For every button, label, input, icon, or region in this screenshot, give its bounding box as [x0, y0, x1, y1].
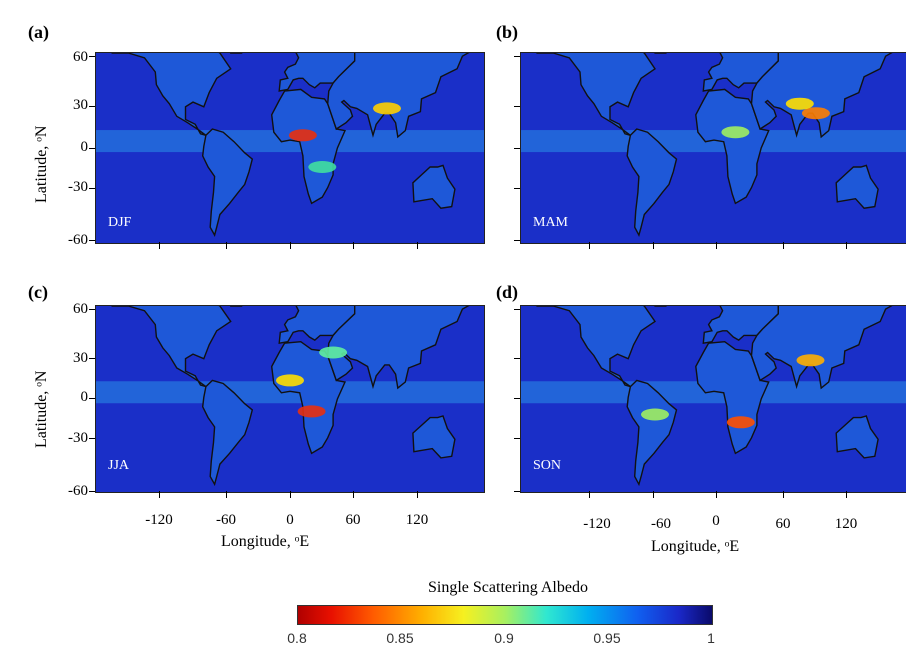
x-tick: [226, 491, 227, 498]
colorbar-label: 1: [707, 630, 715, 646]
y-tick: [89, 188, 95, 189]
colorbar-label: 0.9: [494, 630, 514, 646]
y-tick: [514, 398, 520, 399]
x-tick-label: -120: [583, 516, 611, 532]
map-panel-b: MAM: [520, 52, 906, 244]
y-tick-label: -30: [68, 430, 88, 446]
y-tick: [89, 240, 95, 241]
map-panel-a: DJF: [95, 52, 485, 244]
season-label-b: MAM: [533, 215, 569, 230]
y-axis-title-bottom: Latitude, ᵒN: [33, 370, 50, 448]
map-panel-d: SON: [520, 305, 906, 493]
y-tick: [89, 438, 95, 439]
colorbar-title: Single Scattering Albedo: [428, 579, 588, 596]
colorbar-label: 0.95: [593, 630, 621, 646]
x-tick: [290, 242, 291, 249]
y-tick: [514, 491, 520, 492]
y-tick: [514, 56, 520, 57]
y-tick: [89, 491, 95, 492]
y-tick: [514, 438, 520, 439]
season-label-a: DJF: [108, 215, 132, 230]
y-tick-label: 60: [73, 49, 88, 65]
x-tick: [716, 242, 717, 249]
colorbar-label: 0.85: [386, 630, 414, 646]
x-tick: [589, 242, 590, 249]
x-tick-label: 60: [775, 516, 791, 532]
y-tick-label: 30: [73, 350, 88, 366]
y-tick-label: 60: [73, 301, 88, 317]
x-tick: [226, 242, 227, 249]
map-a-svg: [96, 53, 484, 243]
colorbar-label: 0.8: [287, 630, 307, 646]
map-panel-c: JJA: [95, 305, 485, 493]
y-tick-label: -30: [68, 179, 88, 195]
y-tick-label: 30: [73, 97, 88, 113]
y-tick: [89, 148, 95, 149]
x-tick-label: -60: [216, 512, 236, 528]
panel-b-letter: (b): [496, 22, 518, 42]
x-tick: [716, 491, 717, 498]
panel-a-letter: (a): [28, 22, 49, 42]
x-tick: [653, 491, 654, 498]
y-tick-label: -60: [68, 232, 88, 248]
x-tick: [846, 491, 847, 498]
x-tick: [290, 491, 291, 498]
y-tick: [89, 398, 95, 399]
x-axis-title-right: Longitude, ᵒE: [651, 538, 740, 555]
y-tick-label: -60: [68, 483, 88, 499]
map-b-svg: [521, 53, 906, 243]
y-tick: [514, 106, 520, 107]
x-tick: [353, 491, 354, 498]
x-tick: [783, 242, 784, 249]
x-tick-label: 120: [405, 512, 429, 528]
y-tick: [514, 309, 520, 310]
y-tick: [514, 358, 520, 359]
map-c-svg: [96, 306, 484, 492]
x-tick: [417, 242, 418, 249]
y-tick: [514, 188, 520, 189]
map-d-svg: [521, 306, 906, 492]
y-tick: [89, 106, 95, 107]
panel-d-letter: (d): [496, 282, 518, 302]
x-tick-label: 60: [345, 512, 361, 528]
x-axis-title-left: Longitude, ᵒE: [221, 533, 310, 550]
x-tick-label: 120: [834, 516, 858, 532]
y-tick: [514, 240, 520, 241]
x-tick: [653, 242, 654, 249]
x-tick-label: 0: [712, 513, 720, 529]
x-tick: [353, 242, 354, 249]
x-tick-label: -60: [651, 516, 671, 532]
season-label-c: JJA: [108, 458, 130, 473]
x-tick: [846, 242, 847, 249]
y-axis-title-top: Latitude, ᵒN: [33, 125, 50, 203]
y-tick: [89, 358, 95, 359]
y-tick: [89, 56, 95, 57]
x-tick: [159, 491, 160, 498]
x-tick-label: 0: [286, 512, 294, 528]
y-tick-label: 0: [80, 139, 89, 155]
x-tick: [159, 242, 160, 249]
x-tick-label: -120: [145, 512, 173, 528]
colorbar: [297, 605, 713, 625]
x-tick: [783, 491, 784, 498]
y-tick-label: 0: [80, 389, 89, 405]
x-tick: [417, 491, 418, 498]
x-tick: [589, 491, 590, 498]
season-label-d: SON: [533, 458, 562, 473]
y-tick: [89, 309, 95, 310]
y-tick: [514, 148, 520, 149]
panel-c-letter: (c): [28, 282, 48, 302]
